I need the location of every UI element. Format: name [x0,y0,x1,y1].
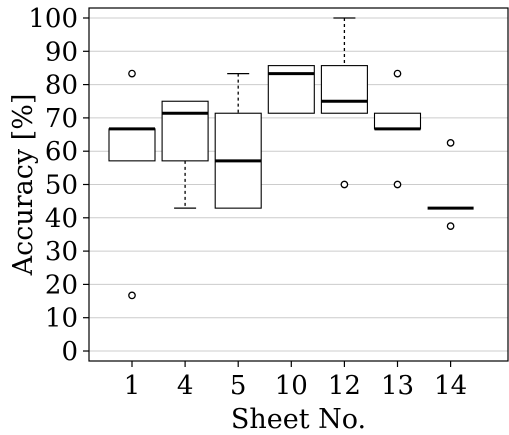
outlier-point [128,291,136,300]
y-tick-label: 100 [28,4,78,34]
x-axis-title: Sheet No. [231,404,366,435]
y-tick-label: 20 [45,270,78,300]
y-tick-label: 40 [45,204,78,234]
x-tick-label: 12 [328,371,361,401]
box-series [108,17,474,300]
y-tick-label: 30 [45,237,78,267]
box-4 [161,100,209,209]
x-tick-label: 13 [381,371,414,401]
box-12 [320,17,368,189]
box-14 [427,139,474,230]
box-iqr [320,65,368,114]
y-tick-label: 80 [45,71,78,101]
outlier-point [446,139,455,147]
x-tick-label: 5 [230,371,247,401]
x-tick-label: 1 [124,371,141,401]
y-tick-label: 90 [45,37,78,67]
box-iqr [161,100,209,162]
x-tick-label: 4 [177,371,194,401]
outlier-point [393,69,402,78]
y-tick-label: 10 [45,304,78,334]
y-tick-label: 60 [45,137,78,167]
outlier-point [446,222,455,230]
box-13 [373,69,422,189]
y-tick-label: 50 [45,171,78,201]
box-iqr [373,112,422,130]
x-axis-ticks: 1 4 5 10 12 13 14 [124,361,467,401]
y-tick-label: 70 [45,104,78,134]
box-10 [267,65,315,114]
outlier-point [393,180,402,189]
x-tick-label: 10 [275,371,308,401]
box-1 [108,69,156,300]
y-tick-label: 0 [61,337,78,367]
outlier-point [340,180,349,189]
box-iqr [108,128,156,162]
outlier-point [128,69,136,78]
x-tick-label: 14 [434,371,467,401]
box-5 [214,72,262,209]
y-axis-title: Accuracy [%] [8,94,39,277]
